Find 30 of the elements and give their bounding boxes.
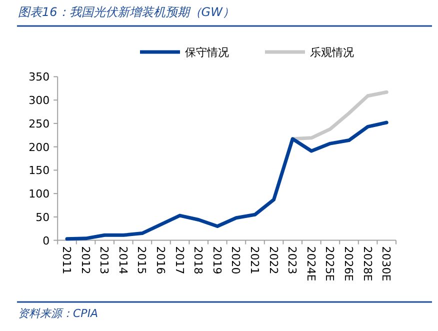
text: 资料来源：CPIA bbox=[18, 307, 98, 320]
x-tick-label: 2024E bbox=[304, 246, 318, 282]
x-tick-label: 2012 bbox=[78, 246, 92, 274]
y-tick-label: 100 bbox=[28, 188, 50, 201]
x-tick-label: 2022 bbox=[266, 246, 280, 274]
y-tick-label: 350 bbox=[28, 70, 50, 84]
y-tick-label: 200 bbox=[28, 140, 50, 154]
x-tick-label: 2015 bbox=[135, 246, 148, 274]
legend-label: 保守情况 bbox=[185, 46, 229, 59]
y-tick-label: 300 bbox=[28, 94, 50, 108]
x-tick-label: 2013 bbox=[98, 246, 111, 274]
x-tick-label: 2011 bbox=[60, 246, 73, 274]
x-tick-label: 2014 bbox=[116, 246, 130, 274]
x-tick-label: 2017 bbox=[172, 246, 186, 274]
x-tick-label: 2030E bbox=[380, 246, 393, 282]
x-tick-label: 2025E bbox=[323, 246, 336, 282]
y-tick-label: 150 bbox=[28, 164, 50, 178]
x-tick-label: 2018 bbox=[192, 246, 205, 274]
x-tick-label: 2026E bbox=[342, 246, 355, 282]
y-tick-label: 0 bbox=[42, 234, 50, 248]
x-tick-label: 2016 bbox=[154, 246, 167, 274]
x-tick-label: 2019 bbox=[210, 246, 224, 274]
x-tick-label: 2020 bbox=[229, 246, 242, 274]
y-tick-label: 250 bbox=[28, 117, 50, 130]
legend-label: 乐观情况 bbox=[310, 46, 354, 59]
x-tick-label: 2028E bbox=[360, 246, 374, 282]
x-tick-label: 2021 bbox=[248, 246, 261, 274]
chart-title: 图表16：我国光伏新增装机预期（GW） bbox=[18, 5, 234, 19]
x-tick-label: 2023 bbox=[286, 246, 299, 274]
y-tick-label: 50 bbox=[36, 210, 50, 224]
